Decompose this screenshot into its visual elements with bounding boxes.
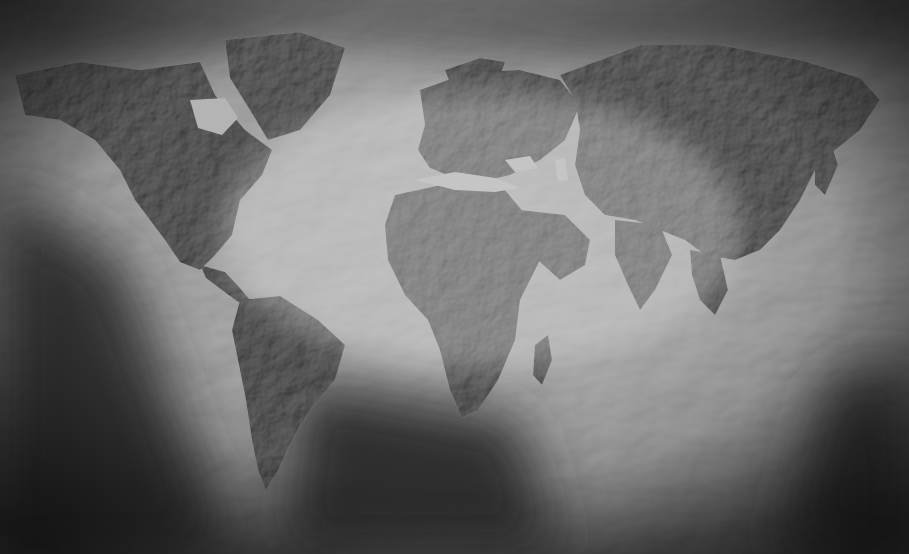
world-relief-map <box>0 0 909 554</box>
vignette <box>0 0 909 554</box>
map-graphic <box>0 0 909 554</box>
